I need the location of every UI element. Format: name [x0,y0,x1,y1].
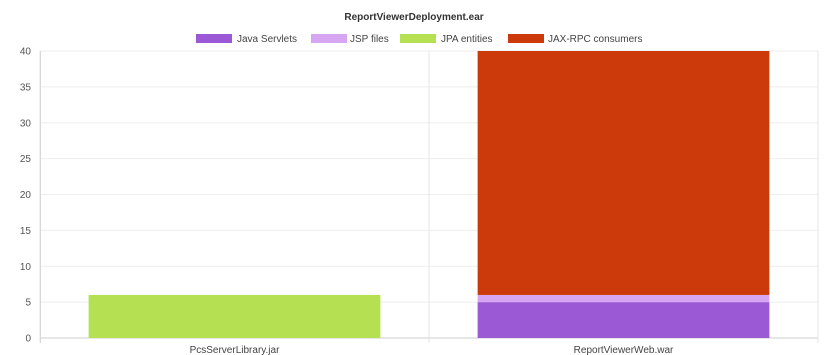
y-tick-label-2: 10 [20,262,32,273]
y-tick-label-8: 40 [20,47,32,58]
bar-1-3[interactable] [477,51,770,295]
legend-label-0[interactable]: Java Servlets [237,34,297,45]
legend-label-2[interactable]: JPA entities [441,34,493,45]
legend: Java Servlets JSP files JPA entities JAX-RP… [196,34,642,45]
x-tick-label-1: ReportViewerWeb.war [574,345,674,355]
bar-1-1[interactable] [477,294,770,303]
legend-label-1[interactable]: JSP files [350,34,389,45]
y-tick-label-0: 0 [25,334,31,345]
legend-swatch-1[interactable] [311,34,347,43]
bar-1-0[interactable] [477,302,770,338]
axes: 0 5 10 15 20 25 30 35 40 PcsServerLibrary.jar Repo… [20,47,674,355]
legend-label-3[interactable]: JAX-RPC consumers [548,34,642,45]
bars [88,51,770,338]
y-tick-label-1: 5 [25,298,31,309]
chart-title: ReportViewerDeployment.ear [344,12,483,23]
legend-swatch-3[interactable] [508,34,544,43]
y-tick-label-6: 30 [20,118,32,129]
legend-swatch-0[interactable] [196,34,232,43]
legend-swatch-2[interactable] [400,34,436,43]
y-tick-label-3: 15 [20,226,32,237]
y-tick-label-5: 25 [20,154,32,165]
y-tick-label-7: 35 [20,82,32,93]
bar-0-2[interactable] [88,294,381,338]
y-tick-label-4: 20 [20,190,32,201]
x-tick-label-0: PcsServerLibrary.jar [190,345,281,355]
